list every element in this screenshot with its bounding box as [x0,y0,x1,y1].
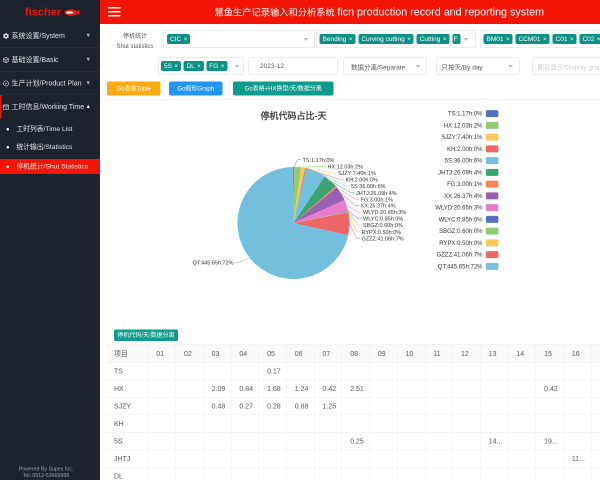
svg-text:HX:12.03h:2%: HX:12.03h:2% [328,165,364,171]
svg-text:TS:1.17h:0%: TS:1.17h:0% [303,158,335,164]
svg-text:WLYC:0.85h:0%: WLYC:0.85h:0% [363,217,403,223]
svg-text:SBGZ:0.60h:0%: SBGZ:0.60h:0% [363,223,403,229]
svg-text:WLYD:20.65h:3%: WLYD:20.65h:3% [435,206,483,212]
svg-text:TS:1.17h:0%: TS:1.17h:0% [448,112,483,118]
svg-text:XX:26.37h:4%: XX:26.37h:4% [444,194,483,200]
svg-text:FG:3.00h:1%: FG:3.00h:1% [447,182,483,188]
svg-text:RYPX:0.50h:0%: RYPX:0.50h:0% [439,241,483,247]
svg-text:JHTJ:26.09h:4%: JHTJ:26.09h:4% [356,191,397,197]
svg-text:KH:2.00h:0%: KH:2.00h:0% [447,147,483,153]
svg-text:SJZY:7.40h:1%: SJZY:7.40h:1% [338,171,376,177]
svg-text:WLYC:0.85h:0%: WLYC:0.85h:0% [439,217,484,223]
svg-text:SJZY:7.40h:1%: SJZY:7.40h:1% [441,135,483,141]
svg-text:FG:3.00h:1%: FG:3.00h:1% [361,197,394,203]
svg-text:WLYD:20.65h:3%: WLYD:20.65h:3% [363,210,406,216]
svg-text:KH:2.00h:0%: KH:2.00h:0% [346,178,379,184]
svg-text:5S:36.00h:6%: 5S:36.00h:6% [445,159,483,165]
svg-text:RYPX:0.50h:0%: RYPX:0.50h:0% [362,230,402,236]
svg-text:QT:445.65h:72%: QT:445.65h:72% [438,264,483,270]
svg-text:GZZZ:41.06h:7%: GZZZ:41.06h:7% [436,253,483,259]
svg-text:QT:445.65h:72%: QT:445.65h:72% [193,261,234,267]
svg-text:SBGZ:0.60h:0%: SBGZ:0.60h:0% [439,229,483,235]
svg-text:5S:36.00h:6%: 5S:36.00h:6% [351,184,386,190]
svg-text:HX:12.03h:2%: HX:12.03h:2% [444,123,483,129]
svg-text:GZZZ:41.06h:7%: GZZZ:41.06h:7% [362,236,404,242]
svg-text:停机代码占比-天: 停机代码占比-天 [261,110,328,121]
svg-text:XX:26.37h:4%: XX:26.37h:4% [361,204,396,210]
svg-text:JHTJ:26.09h:4%: JHTJ:26.09h:4% [438,170,483,176]
